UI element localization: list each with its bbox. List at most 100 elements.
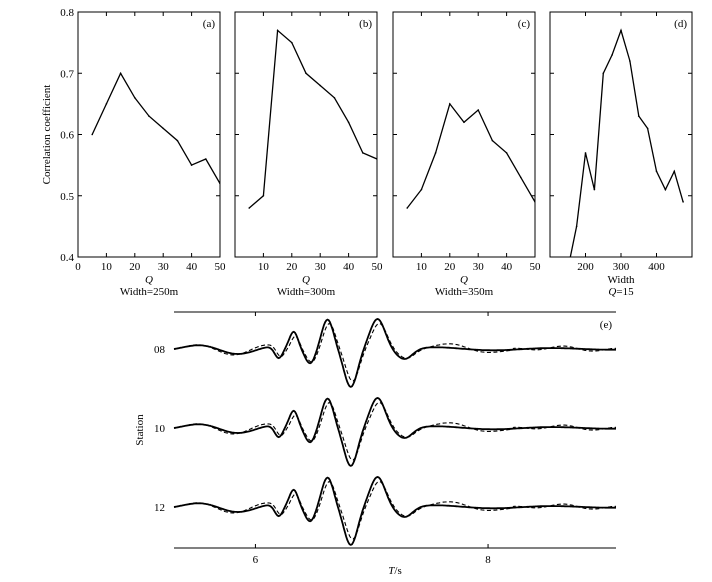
data-point (176, 139, 179, 142)
panel-label: (b) (359, 18, 372, 30)
y-axis-label: Station (134, 414, 146, 446)
y-tick-label: 0.8 (60, 7, 74, 19)
data-point (291, 41, 293, 44)
panel-label: (a) (203, 18, 216, 30)
data-point (319, 84, 322, 87)
x-axis-label: Width (607, 274, 635, 286)
data-point (611, 54, 613, 56)
data-point (119, 72, 122, 75)
data-point (673, 170, 676, 173)
data-point (602, 72, 605, 75)
x-axis-label-2: Q=15 (608, 286, 634, 298)
y-tick-label: 0.4 (60, 252, 74, 264)
data-point (262, 194, 265, 197)
x-tick-label: 20 (129, 261, 141, 273)
data-point (91, 133, 93, 136)
data-point (376, 158, 377, 160)
panel-frame (234, 11, 378, 258)
x-tick-label: 10 (101, 261, 113, 273)
x-tick-label: 6 (253, 554, 259, 566)
data-point (584, 152, 587, 154)
data-point (449, 103, 451, 105)
x-axis-label: T/s (388, 565, 401, 577)
data-point (520, 176, 522, 179)
x-tick-label: 40 (186, 261, 198, 273)
y-axis-label: Correlation coefficient (41, 85, 53, 185)
x-axis-label-2: Width=300m (277, 286, 336, 298)
panel-label: (c) (518, 18, 531, 30)
x-tick-label: 300 (613, 261, 630, 273)
x-tick-label: 30 (315, 261, 327, 273)
x-tick-label: 50 (215, 261, 227, 273)
x-axis-label-2: Width=350m (435, 286, 494, 298)
series-line-b (248, 29, 377, 209)
data-point (162, 127, 164, 130)
data-point (534, 201, 535, 203)
y-tick-label: 0.5 (60, 191, 74, 203)
data-point (637, 115, 640, 117)
x-tick-label: 20 (286, 261, 298, 273)
x-axis-label-2: Width=250m (120, 286, 179, 298)
data-point (505, 152, 508, 154)
station-label: 08 (154, 344, 166, 356)
data-point (219, 182, 220, 185)
waveform-solid-12 (173, 476, 616, 546)
x-tick-label: 40 (343, 261, 355, 273)
panel-e: 6 8 (e) T/s Station 08 10 12 (134, 311, 617, 577)
x-axis-label: Q (302, 274, 310, 286)
series-line-d (569, 28, 684, 257)
data-point (362, 152, 364, 154)
data-point (477, 109, 480, 111)
x-tick-label: 50 (372, 261, 384, 273)
data-point (148, 115, 150, 117)
data-point (491, 139, 494, 142)
data-point (420, 188, 423, 191)
data-point (248, 207, 250, 209)
data-point (406, 207, 409, 209)
data-point (305, 72, 307, 75)
data-point (276, 29, 279, 32)
panel-label: (e) (600, 319, 613, 331)
station-label: 10 (154, 423, 166, 435)
x-tick-label: 40 (501, 261, 513, 273)
data-point (655, 170, 658, 173)
data-point (682, 201, 684, 203)
data-point (190, 164, 193, 166)
data-point (463, 121, 465, 124)
panel-label: (d) (674, 18, 687, 30)
data-point (646, 127, 649, 130)
x-axis-label: Q (460, 274, 468, 286)
x-tick-label: 400 (648, 261, 665, 273)
data-point (347, 121, 350, 124)
data-point (629, 60, 631, 62)
panel-frame (549, 11, 693, 258)
x-tick-label: 10 (258, 261, 270, 273)
data-point (134, 96, 136, 99)
series-line-c (406, 102, 535, 209)
data-point (205, 158, 207, 160)
data-point (434, 152, 437, 154)
x-tick-label: 30 (473, 261, 485, 273)
panel-frame (77, 11, 221, 258)
data-point (664, 188, 667, 191)
data-point (333, 96, 336, 99)
y-tick-label: 0.7 (60, 68, 74, 80)
series-line-a (91, 71, 220, 184)
waveform-solid-10 (173, 397, 616, 467)
data-point (575, 225, 578, 228)
x-tick-label: 30 (158, 261, 170, 273)
x-tick-label: 8 (485, 554, 491, 566)
y-tick-label: 0.6 (60, 130, 74, 142)
panel-frame (392, 11, 536, 258)
x-tick-label: 50 (530, 261, 542, 273)
data-point (567, 268, 569, 270)
station-label: 12 (154, 502, 165, 514)
panel-a: 0 10 20 30 40 50 0.4 0.5 0.6 0.7 0.8 (a) QWidth=250m… (41, 7, 226, 298)
x-tick-label: 200 (577, 261, 594, 273)
x-tick-label: 20 (444, 261, 456, 273)
data-point (105, 103, 108, 105)
x-tick-label: 10 (416, 261, 428, 273)
